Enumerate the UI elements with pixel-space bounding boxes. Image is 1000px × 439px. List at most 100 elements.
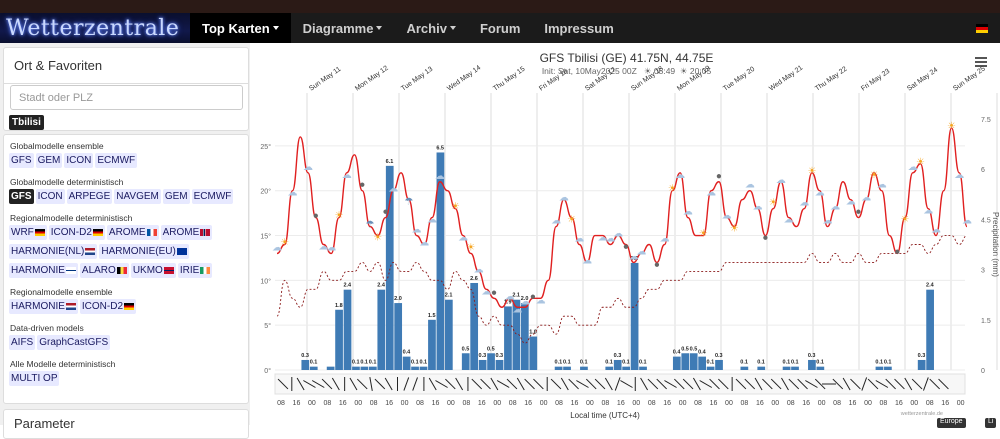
region-list-button[interactable]: Li bbox=[985, 418, 997, 428]
y-left-tick: 0° bbox=[264, 367, 271, 375]
site-logo[interactable]: Wetterzentrale bbox=[0, 13, 190, 43]
model-button-gfs[interactable]: GFS bbox=[9, 153, 34, 168]
caret-down-icon bbox=[376, 26, 383, 30]
precip-label: 0.5 bbox=[462, 346, 470, 352]
model-button-gem[interactable]: GEM bbox=[35, 153, 63, 168]
flag-be-icon bbox=[116, 267, 127, 274]
model-button-ukmo[interactable]: UKMO bbox=[130, 263, 176, 278]
precip-bar bbox=[715, 359, 723, 370]
meteogram: GFS Tbilisi (GE) 41.75N, 44.75E Init: Sa… bbox=[253, 43, 1000, 428]
wind-arrow bbox=[349, 377, 358, 391]
nav-archiv[interactable]: Archiv bbox=[394, 13, 467, 43]
nav-forum[interactable]: Forum bbox=[468, 13, 532, 43]
nav-impressum[interactable]: Impressum bbox=[532, 13, 625, 43]
sun-icon: ☀ bbox=[373, 233, 382, 244]
model-button-ecmwf[interactable]: ECMWF bbox=[191, 189, 234, 204]
precip-bar bbox=[335, 309, 343, 370]
precip-bar bbox=[622, 366, 631, 370]
region-europe-button[interactable]: Europe bbox=[937, 418, 966, 428]
precip-label: 2.4 bbox=[377, 283, 386, 289]
wind-arrow bbox=[867, 378, 879, 390]
model-button-irie[interactable]: IRIE bbox=[177, 263, 213, 278]
precip-label: 6.1 bbox=[386, 159, 394, 165]
x-tick: 08 bbox=[416, 400, 424, 407]
model-button-icon[interactable]: ICON bbox=[35, 189, 65, 204]
model-button-icon[interactable]: ICON bbox=[64, 153, 94, 168]
precip-label: 0.1 bbox=[740, 360, 748, 366]
precip-label: 0.1 bbox=[875, 360, 883, 366]
model-button-arpege[interactable]: ARPEGE bbox=[66, 189, 113, 204]
model-button-arome[interactable]: AROME bbox=[106, 225, 159, 240]
model-button-harmonie-nl-[interactable]: HARMONIE(NL) bbox=[9, 244, 98, 259]
sunset-icon: ☀ bbox=[677, 66, 688, 76]
cloud-icon: ☁ bbox=[272, 242, 282, 253]
model-label: IRIE bbox=[179, 265, 200, 276]
favorite-location-button[interactable]: Tbilisi bbox=[9, 115, 44, 130]
flag-uk-icon bbox=[163, 267, 174, 274]
wind-arrow bbox=[620, 380, 633, 388]
precip-label: 0.1 bbox=[783, 360, 791, 366]
nav-top-karten[interactable]: Top Karten bbox=[190, 13, 291, 43]
precip-bar bbox=[487, 353, 495, 370]
cloud-icon: ☁ bbox=[342, 170, 352, 181]
y-right-tick: 6 bbox=[981, 167, 985, 174]
precip-bar bbox=[394, 303, 403, 370]
wind-arrow bbox=[576, 380, 589, 388]
model-button-icon-d2[interactable]: ICON-D2 bbox=[79, 299, 137, 314]
day-label: Wed May 14 bbox=[446, 64, 482, 92]
cloud-icon: ☁ bbox=[574, 234, 584, 245]
model-button-harmonie-eu-[interactable]: HARMONIE(EU) bbox=[99, 244, 189, 259]
model-label: GFS bbox=[11, 191, 32, 202]
chart-menu-icon[interactable] bbox=[975, 57, 987, 67]
wind-arrow bbox=[480, 378, 491, 390]
wind-arrow bbox=[369, 377, 373, 391]
language-flag-de-icon[interactable] bbox=[976, 23, 988, 33]
model-button-arome[interactable]: AROME bbox=[160, 225, 213, 240]
model-label: HARMONIE bbox=[11, 301, 65, 312]
cloud-icon: ☁ bbox=[419, 238, 429, 249]
precip-bar bbox=[639, 366, 647, 370]
model-label: HARMONIE(NL) bbox=[11, 246, 85, 257]
model-button-harmonie[interactable]: HARMONIE bbox=[9, 299, 78, 314]
model-label: MULTI OP bbox=[11, 373, 58, 384]
model-button-harmonie[interactable]: HARMONIE bbox=[9, 263, 78, 278]
wind-arrow bbox=[861, 377, 868, 391]
location-search-input[interactable]: Stadt oder PLZ bbox=[10, 85, 243, 110]
x-axis-title: Local time (UTC+4) bbox=[570, 411, 640, 420]
x-tick: 16 bbox=[432, 400, 440, 407]
wind-arrow bbox=[604, 377, 613, 391]
model-button-alaro[interactable]: ALARO bbox=[79, 263, 129, 278]
wind-arrow bbox=[524, 378, 535, 390]
x-tick: 00 bbox=[354, 400, 362, 407]
model-button-graphcastgfs[interactable]: GraphCastGFS bbox=[37, 335, 111, 350]
day-label: Fri May 16 bbox=[538, 68, 569, 93]
moon-icon: ● bbox=[716, 171, 722, 182]
model-button-multi-op[interactable]: MULTI OP bbox=[9, 371, 60, 386]
wind-arrow bbox=[842, 377, 851, 391]
wind-arrow bbox=[614, 377, 621, 391]
model-label: GEM bbox=[37, 155, 61, 166]
nav-diagramme[interactable]: Diagramme bbox=[291, 13, 395, 43]
model-button-gfs[interactable]: GFS bbox=[9, 189, 34, 204]
wind-arrow bbox=[374, 378, 386, 390]
model-button-wrf[interactable]: WRF bbox=[9, 225, 47, 240]
precip-bar bbox=[520, 303, 529, 370]
precip-bar bbox=[360, 366, 369, 370]
x-tick: 16 bbox=[617, 400, 625, 407]
model-button-aifs[interactable]: AIFS bbox=[9, 335, 36, 350]
wind-arrow bbox=[594, 378, 606, 390]
model-label: ECMWF bbox=[193, 191, 232, 202]
precip-bar bbox=[436, 152, 445, 370]
model-button-navgem[interactable]: NAVGEM bbox=[114, 189, 161, 204]
x-tick: 00 bbox=[447, 400, 455, 407]
precip-label: 0.3 bbox=[918, 353, 926, 359]
cloud-icon: ☁ bbox=[412, 225, 422, 236]
sun-icon: ☀ bbox=[335, 211, 344, 222]
x-tick: 16 bbox=[339, 400, 347, 407]
rain-icon: ☂ bbox=[404, 197, 413, 208]
wind-arrow bbox=[435, 380, 448, 388]
model-button-gem[interactable]: GEM bbox=[162, 189, 190, 204]
model-button-icon-d2[interactable]: ICON-D2 bbox=[48, 225, 105, 240]
model-button-ecmwf[interactable]: ECMWF bbox=[95, 153, 138, 168]
precip-bar bbox=[478, 359, 487, 370]
